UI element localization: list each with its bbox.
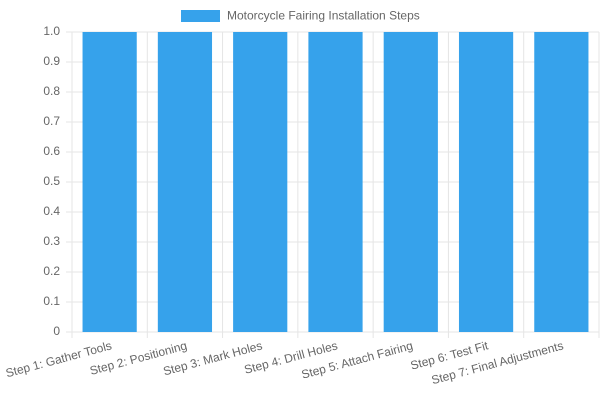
y-tick-label: 1.0 — [43, 24, 60, 38]
y-tick-label: 0.1 — [43, 294, 60, 308]
y-tick-label: 0.8 — [43, 84, 60, 98]
bar — [534, 32, 589, 332]
bar — [308, 32, 363, 332]
y-tick-label: 0.4 — [43, 204, 60, 218]
y-tick-label: 0.7 — [43, 114, 60, 128]
bar — [157, 32, 213, 332]
legend-swatch — [181, 10, 220, 22]
y-tick-label: 0.9 — [43, 54, 60, 68]
y-tick-label: 0.6 — [43, 144, 60, 158]
bar — [383, 32, 438, 332]
y-tick-label: 0.3 — [43, 234, 60, 248]
y-tick-label: 0.2 — [43, 264, 60, 278]
bar — [82, 32, 137, 332]
x-tick-label: Step 7: Final Adjustments — [430, 338, 565, 387]
legend-label: Motorcycle Fairing Installation Steps — [227, 9, 420, 23]
y-tick-label: 0 — [53, 324, 60, 338]
y-tick-label: 0.5 — [43, 174, 60, 188]
bar — [458, 32, 514, 332]
bar — [233, 32, 288, 332]
